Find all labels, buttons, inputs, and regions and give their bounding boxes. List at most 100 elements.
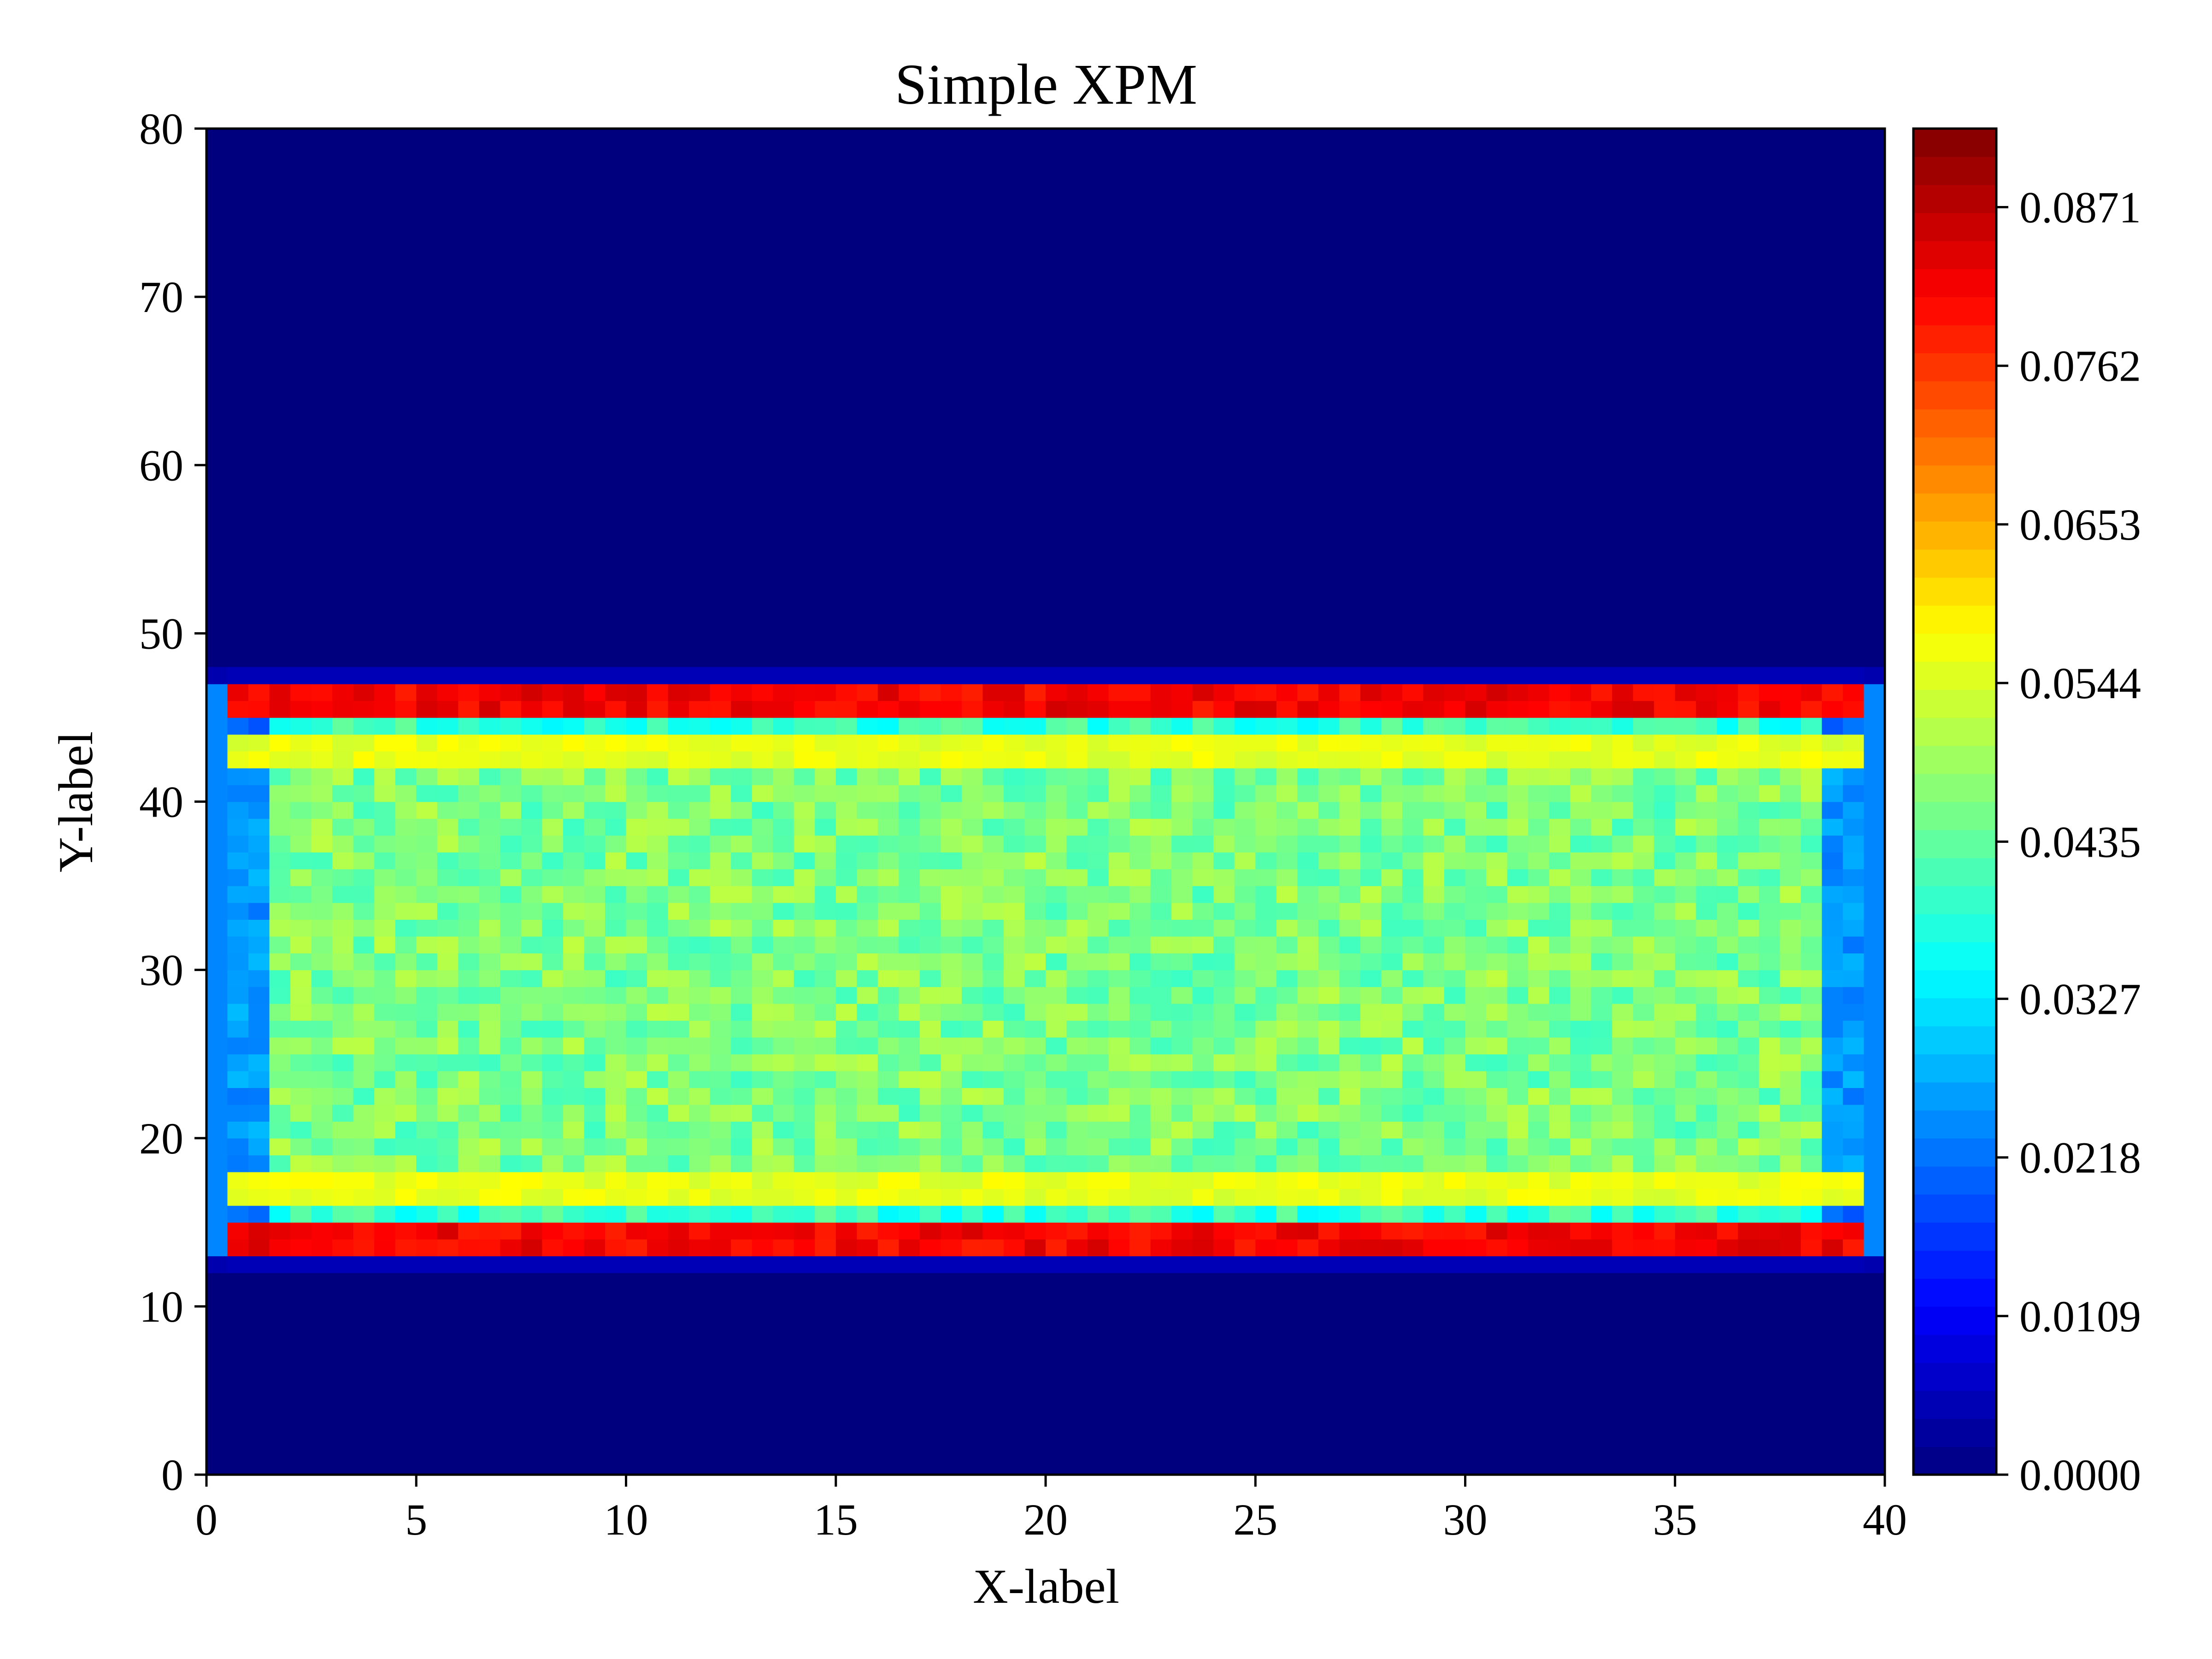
heatmap-cell	[1318, 818, 1340, 836]
heatmap-cell	[752, 768, 773, 785]
heatmap-cell	[1654, 700, 1676, 718]
heatmap-cell	[1864, 818, 1885, 836]
heatmap-cell	[311, 801, 333, 819]
heatmap-cell	[1633, 919, 1654, 937]
heatmap-cell	[374, 717, 396, 735]
heatmap-cell	[1864, 1155, 1885, 1172]
heatmap-cell	[1255, 1088, 1277, 1105]
heatmap-cell	[1717, 683, 1739, 701]
heatmap-cell	[1822, 768, 1843, 785]
heatmap-cell	[1842, 1188, 1865, 1206]
heatmap-cell	[1759, 801, 1781, 819]
heatmap-cell	[1549, 1071, 1571, 1088]
heatmap-cell	[1150, 1121, 1172, 1139]
heatmap-cell	[794, 1020, 815, 1038]
heatmap-cell	[961, 1088, 983, 1105]
heatmap-cell	[1696, 1171, 1718, 1189]
heatmap-cell	[332, 1256, 354, 1273]
heatmap-cell	[752, 1256, 773, 1273]
heatmap-cell	[1444, 835, 1466, 853]
heatmap-cell	[1528, 1037, 1550, 1054]
heatmap-cell	[815, 801, 836, 819]
heatmap-cell	[1842, 886, 1865, 903]
heatmap-cell	[1423, 1222, 1445, 1240]
heatmap-cell	[1800, 1256, 1823, 1273]
heatmap-cell	[1108, 1222, 1130, 1240]
heatmap-cell	[1465, 1037, 1487, 1054]
heatmap-cell	[269, 1205, 291, 1223]
heatmap-cell	[311, 1256, 333, 1273]
heatmap-cell	[1171, 734, 1193, 752]
heatmap-cell	[1675, 902, 1697, 920]
heatmap-cell	[626, 1037, 647, 1054]
heatmap-cell	[961, 768, 983, 785]
heatmap-cell	[1570, 1239, 1592, 1257]
heatmap-cell	[290, 953, 312, 971]
heatmap-cell	[479, 1088, 501, 1105]
heatmap-cell	[647, 987, 669, 1004]
heatmap-cell	[835, 1003, 858, 1021]
heatmap-cell	[479, 667, 501, 684]
heatmap-cell	[1088, 1239, 1109, 1257]
heatmap-cell	[1066, 1155, 1088, 1172]
heatmap-cell	[206, 1121, 228, 1139]
heatmap-cell	[1549, 902, 1571, 920]
heatmap-cell	[961, 1155, 983, 1172]
heatmap-cell	[1822, 1020, 1843, 1038]
heatmap-cell	[500, 953, 522, 971]
heatmap-cell	[689, 1003, 711, 1021]
heatmap-cell	[1213, 734, 1235, 752]
heatmap-cell	[584, 1171, 606, 1189]
heatmap-cell	[1171, 1020, 1193, 1038]
heatmap-cell	[815, 1171, 836, 1189]
heatmap-cell	[500, 1054, 522, 1071]
heatmap-cell	[269, 835, 291, 853]
heatmap-cell	[1402, 987, 1424, 1004]
heatmap-cell	[1465, 1104, 1487, 1122]
heatmap-cell	[206, 1188, 228, 1206]
heatmap-cell	[773, 936, 794, 953]
colorbar-step	[1913, 156, 1996, 185]
heatmap-cell	[1003, 1171, 1025, 1189]
heatmap-cell	[1444, 801, 1466, 819]
heatmap-cell	[1381, 751, 1403, 769]
heatmap-cell	[919, 1104, 941, 1122]
heatmap-cell	[1675, 1104, 1697, 1122]
heatmap-cell	[1675, 1171, 1697, 1189]
heatmap-cell	[626, 852, 647, 870]
heatmap-cell	[1444, 785, 1466, 802]
heatmap-cell	[1297, 902, 1319, 920]
heatmap-cell	[521, 734, 543, 752]
heatmap-cell	[1738, 1088, 1759, 1105]
heatmap-cell	[1130, 667, 1151, 684]
heatmap-cell	[1066, 1205, 1088, 1223]
heatmap-cell	[1822, 970, 1843, 987]
heatmap-cell	[605, 1171, 627, 1189]
heatmap-cell	[815, 1188, 836, 1206]
heatmap-cell	[1696, 751, 1718, 769]
heatmap-cell	[1591, 785, 1612, 802]
heatmap-cell	[1570, 1071, 1592, 1088]
heatmap-cell	[857, 1171, 878, 1189]
heatmap-cell	[982, 1138, 1004, 1156]
heatmap-cell	[773, 1121, 794, 1139]
heatmap-cell	[668, 801, 689, 819]
heatmap-cell	[1633, 1188, 1654, 1206]
heatmap-cell	[605, 1155, 627, 1172]
heatmap-cell	[1108, 1071, 1130, 1088]
heatmap-cell	[1591, 683, 1612, 701]
heatmap-cell	[1549, 700, 1571, 718]
heatmap-cell	[1570, 734, 1592, 752]
heatmap-cell	[1423, 1121, 1445, 1139]
heatmap-cell	[374, 1104, 396, 1122]
heatmap-cell	[626, 1155, 647, 1172]
heatmap-cell	[899, 785, 920, 802]
heatmap-cell	[227, 1104, 249, 1122]
heatmap-cell	[584, 1054, 606, 1071]
heatmap-cell	[773, 818, 794, 836]
heatmap-cell	[626, 1054, 647, 1071]
heatmap-cell	[1444, 1088, 1466, 1105]
heatmap-cell	[982, 1088, 1004, 1105]
colorbar-tick-label: 0.0544	[2019, 659, 2141, 708]
heatmap-cell	[731, 667, 753, 684]
